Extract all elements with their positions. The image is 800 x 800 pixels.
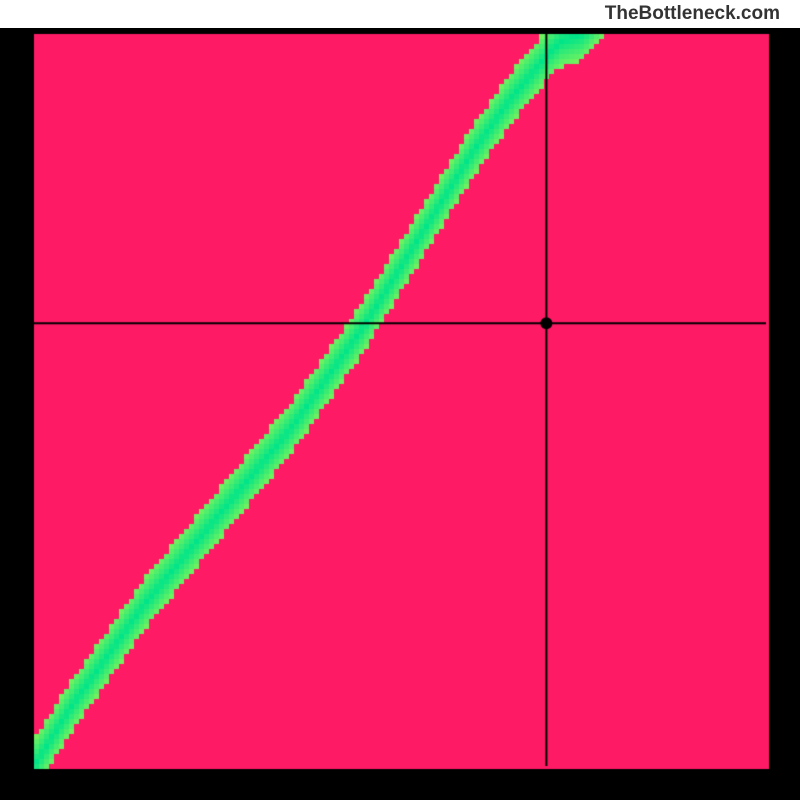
attribution-text: TheBottleneck.com [605, 3, 780, 25]
attribution-bar: TheBottleneck.com [0, 0, 800, 28]
plot-stage [0, 28, 800, 800]
bottleneck-heatmap [0, 28, 800, 800]
